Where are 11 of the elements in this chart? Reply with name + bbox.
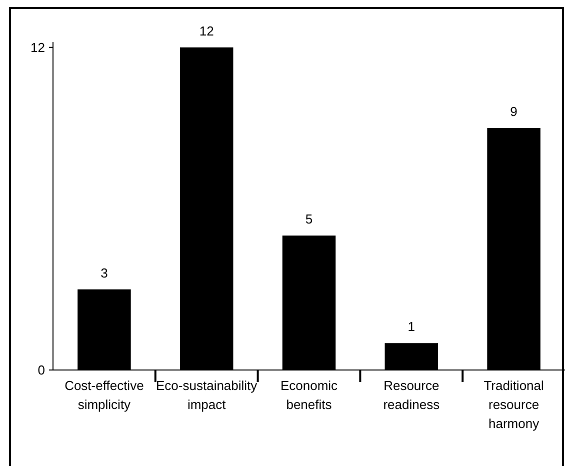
x-tick-label: Traditional resource harmony bbox=[484, 378, 544, 431]
x-tick-label: Resource readiness bbox=[383, 378, 440, 412]
x-tick-label: Economic benefits bbox=[280, 378, 338, 412]
data-label: 12 bbox=[199, 23, 214, 38]
data-label: 9 bbox=[510, 104, 518, 120]
data-label: 3 bbox=[100, 265, 108, 280]
data-label: 1 bbox=[408, 319, 416, 334]
y-tick-label: 0 bbox=[38, 362, 45, 378]
data-label: 5 bbox=[305, 212, 313, 227]
x-tick-label: Cost-effective simplicity bbox=[64, 378, 144, 412]
x-tick-label: Eco-sustainability impact bbox=[156, 378, 258, 412]
